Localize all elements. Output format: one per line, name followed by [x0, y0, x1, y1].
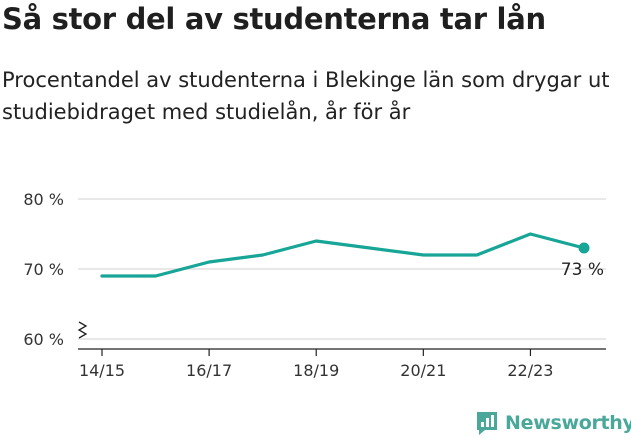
y-tick-label: 80 %	[23, 190, 64, 209]
y-tick-label: 60 %	[23, 330, 64, 349]
axis-break-icon	[77, 321, 88, 339]
series-line	[100, 232, 586, 278]
bar-chart-logo-icon	[477, 412, 497, 435]
x-tick-label: 20/21	[400, 361, 446, 380]
x-tick-label: 22/23	[507, 361, 553, 380]
y-tick-label: 70 %	[23, 260, 64, 279]
brand-name: Newsworthy	[505, 412, 631, 434]
y-axis-labels: 60 % 70 % 80 %	[23, 190, 64, 349]
x-axis: 14/15 16/17 18/19 20/21 22/23	[78, 348, 606, 380]
x-tick-label: 18/19	[293, 361, 339, 380]
gridlines	[78, 198, 606, 340]
end-value-label: 73 %	[561, 260, 604, 280]
axis-break-zigzag	[77, 321, 88, 339]
line-chart: 14/15 16/17 18/19 20/21 22/23 60 % 70 % 80 % 7…	[23, 190, 606, 380]
newsworthy-logo: Newsworthy	[475, 408, 631, 438]
chart-subtitle: Procentandel av studenterna i Blekinge l…	[2, 68, 610, 124]
end-point	[578, 242, 590, 254]
series: 73 %	[100, 232, 604, 280]
x-tick-label: 14/15	[79, 361, 125, 380]
chart-title: Så stor del av studenterna tar lån	[2, 2, 546, 36]
x-tick-label: 16/17	[186, 361, 232, 380]
